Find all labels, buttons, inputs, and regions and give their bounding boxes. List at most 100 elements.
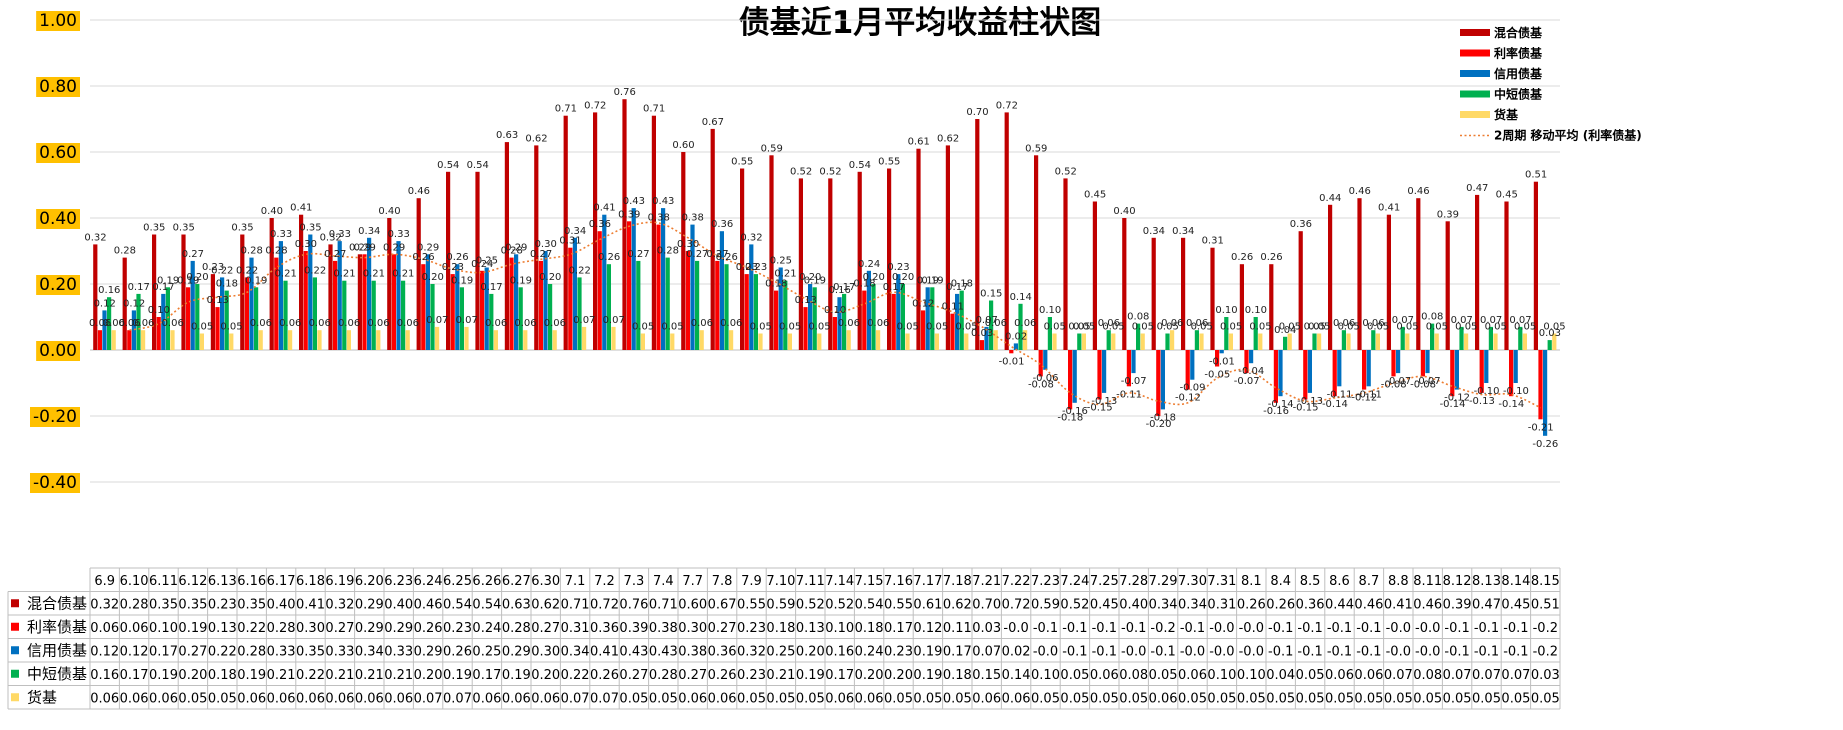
table-cell: 0.52 [796, 597, 825, 612]
table-header-cell: 6.25 [443, 574, 472, 589]
table-cell: -0.0 [1209, 621, 1234, 636]
bar [161, 293, 166, 350]
data-label: 0.05 [808, 322, 830, 333]
bar [665, 257, 670, 350]
data-label: 0.39 [618, 209, 640, 220]
bar [1111, 333, 1116, 350]
bar [283, 280, 288, 350]
table-cell: 0.62 [943, 597, 972, 612]
bar [215, 307, 220, 350]
data-label: 0.46 [1407, 186, 1429, 197]
bar [577, 277, 582, 350]
data-label: -0.04 [1238, 366, 1264, 377]
data-label: 0.30 [677, 239, 699, 250]
table-cell: 0.29 [414, 644, 443, 659]
bar [1357, 198, 1362, 350]
data-label: 0.72 [996, 100, 1018, 111]
table-cell: 0.05 [1237, 691, 1266, 706]
moving-average-trendline [129, 221, 1542, 409]
table-cell: 0.26 [708, 668, 737, 683]
bar [1258, 333, 1263, 350]
bar [1303, 350, 1308, 400]
bar [916, 148, 921, 350]
table-cell: 0.05 [1060, 691, 1089, 706]
data-label: 0.26 [1260, 252, 1282, 263]
bar [1239, 264, 1244, 350]
bar [274, 257, 279, 350]
bar [803, 307, 808, 350]
data-label: 0.06 [485, 318, 507, 329]
bar [1479, 350, 1484, 393]
table-cell: -0.1 [1180, 621, 1205, 636]
legend-swatch [1460, 29, 1490, 36]
table-cell: -0.1 [1121, 621, 1146, 636]
bar [808, 284, 813, 350]
data-label: 0.06 [691, 318, 713, 329]
bar [1160, 350, 1165, 410]
bar [724, 264, 729, 350]
data-label: 0.19 [921, 275, 943, 286]
table-cell: 0.06 [1325, 668, 1354, 683]
table-header-cell: 7.17 [913, 574, 942, 589]
bar [190, 260, 195, 350]
data-label: 0.07 [456, 315, 478, 326]
bar [828, 178, 833, 350]
table-cell: -0.1 [1327, 644, 1352, 659]
bar [1522, 333, 1527, 350]
data-label: 0.10 [824, 305, 846, 316]
data-label: 0.06 [1186, 318, 1208, 329]
table-cell: 0.29 [355, 621, 384, 636]
bar [1332, 350, 1337, 397]
table-cell: 0.23 [884, 644, 913, 659]
data-label: 0.31 [559, 236, 581, 247]
data-label: 0.05 [779, 322, 801, 333]
table-cell: 0.19 [796, 668, 825, 683]
table-header-cell: 8.1 [1241, 574, 1262, 589]
data-label: 0.18 [951, 279, 973, 290]
data-label: 0.39 [1437, 209, 1459, 220]
data-label: 0.08 [1127, 312, 1149, 323]
bar [170, 330, 175, 350]
table-row-label: 货基 [27, 688, 57, 706]
table-cell: 0.06 [472, 691, 501, 706]
table-cell: 0.06 [90, 621, 119, 636]
bar [308, 234, 313, 350]
data-label: 0.06 [720, 318, 742, 329]
table-cell: 0.19 [149, 668, 178, 683]
data-label: 0.05 [1338, 322, 1360, 333]
table-cell: 0.31 [1207, 597, 1236, 612]
bar [1165, 333, 1170, 350]
data-label: 0.06 [1362, 318, 1384, 329]
data-label: 0.05 [1220, 322, 1242, 333]
bar [1004, 112, 1009, 351]
data-label: 0.36 [589, 219, 611, 230]
table-header-cell: 7.24 [1060, 574, 1089, 589]
data-label: 0.44 [1319, 193, 1341, 204]
bar [186, 287, 191, 350]
bar [699, 330, 704, 350]
bar [774, 290, 779, 350]
data-label: -0.07 [1121, 376, 1147, 387]
data-label: 0.32 [740, 232, 762, 243]
y-tick-highlight [36, 209, 80, 229]
data-label: 0.05 [1249, 322, 1271, 333]
data-label: 0.06 [338, 318, 360, 329]
bar [715, 260, 720, 350]
table-cell: 0.05 [1413, 691, 1442, 706]
table-header-cell: 8.12 [1443, 574, 1472, 589]
data-label: 0.61 [908, 137, 930, 148]
table-row-label: 利率债基 [27, 618, 87, 636]
table-header-cell: 8.15 [1531, 574, 1560, 589]
table-header-cell: 6.16 [237, 574, 266, 589]
table-cell: 0.08 [1413, 668, 1442, 683]
bar [165, 287, 170, 350]
table-cell: 0.05 [943, 691, 972, 706]
bar [1341, 330, 1346, 350]
table-cell: -0.0 [1033, 644, 1058, 659]
data-label: 0.05 [1304, 322, 1326, 333]
table-cell: 0.06 [355, 691, 384, 706]
data-label: 0.14 [1010, 292, 1032, 303]
bar [1386, 214, 1391, 350]
bar [141, 330, 146, 350]
table-cell: 0.41 [296, 597, 325, 612]
